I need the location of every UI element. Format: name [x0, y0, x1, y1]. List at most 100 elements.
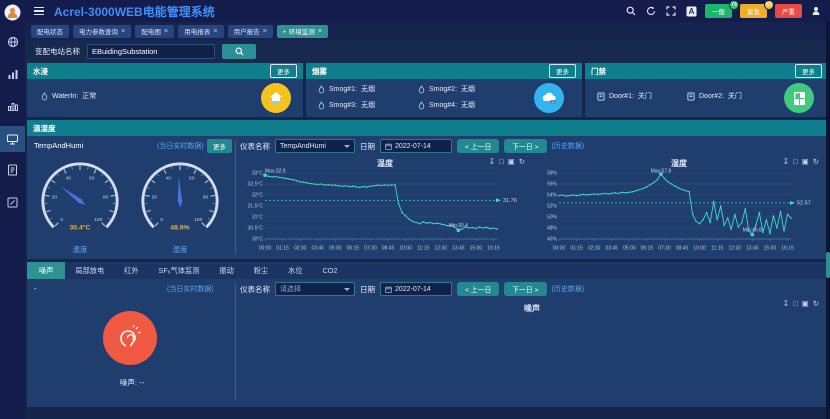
restore-icon[interactable]: □: [499, 157, 504, 166]
cloud-icon: [542, 92, 556, 104]
date-input[interactable]: 2022-07-14: [380, 139, 452, 153]
chart-toolbar: ↧ □ ▣ ↻: [783, 157, 819, 166]
alarm-general-button[interactable]: 一般 74: [705, 0, 739, 18]
history-data-link[interactable]: (历史数据): [551, 286, 585, 293]
tab-environment-monitor[interactable]: ● 环境监测 ×: [277, 24, 329, 38]
data-view-icon[interactable]: ▣: [801, 299, 809, 308]
edit-icon[interactable]: [0, 190, 25, 214]
svg-text:10:00: 10:00: [399, 246, 412, 252]
droplet-icon: [318, 100, 325, 109]
tab-water-level[interactable]: 水位: [288, 265, 303, 275]
svg-text:01:15: 01:15: [570, 246, 583, 252]
alarm-urgent-badge: 59: [763, 0, 774, 10]
bar-chart-icon[interactable]: [0, 62, 25, 86]
tab-infrared[interactable]: 红外: [124, 265, 139, 275]
svg-text:15:00: 15:00: [470, 246, 483, 252]
svg-text:60: 60: [189, 176, 195, 182]
history-data-link[interactable]: (历史数据): [551, 143, 585, 150]
svg-text:Max:32.9: Max:32.9: [265, 169, 286, 175]
svg-text:08:45: 08:45: [382, 246, 395, 252]
svg-text:58%: 58%: [547, 171, 558, 177]
svg-text:52.57: 52.57: [797, 201, 811, 207]
refresh-icon[interactable]: [645, 5, 657, 17]
humidity-gauge: 0 20 40 60 80 100 48.9%: [131, 156, 229, 247]
user-icon[interactable]: [810, 5, 822, 17]
menu-toggle-icon[interactable]: [34, 6, 44, 16]
tab-distribution-status[interactable]: 配电状态: [31, 24, 69, 38]
column-chart-icon[interactable]: [0, 94, 25, 118]
svg-text:05:00: 05:00: [329, 246, 342, 252]
prev-day-button[interactable]: < 上一日: [457, 139, 500, 153]
prev-day-button[interactable]: < 上一日: [457, 282, 500, 296]
close-icon[interactable]: ×: [262, 26, 268, 36]
globe-icon[interactable]: [0, 30, 25, 54]
tab-partial-discharge[interactable]: 局部放电: [75, 265, 105, 275]
tab-user-report[interactable]: 用户报告 ×: [227, 24, 274, 38]
alarm-urgent-button[interactable]: 紧急 59: [740, 0, 774, 18]
tab-distribution-diagram[interactable]: 配电图 ×: [135, 24, 175, 38]
scrollbar-thumb[interactable]: [826, 252, 830, 278]
tab-co2[interactable]: CO2: [322, 266, 338, 275]
svg-text:07:30: 07:30: [364, 246, 377, 252]
tab-noise[interactable]: 噪声: [27, 262, 66, 279]
tab-vibration[interactable]: 振动: [219, 265, 234, 275]
tab-dust[interactable]: 粉尘: [253, 265, 269, 275]
meter-select[interactable]: TempAndHumi: [275, 139, 355, 153]
next-day-button[interactable]: 下一日 >: [504, 139, 547, 153]
date-input[interactable]: 2022-07-14: [380, 282, 452, 296]
substation-name-input[interactable]: [87, 44, 215, 59]
water-sensor-icon: [261, 83, 291, 113]
svg-text:03:45: 03:45: [605, 246, 618, 252]
temperature-gauge: 0 20 40 60 80 100 30.4°C: [31, 156, 129, 247]
refresh-icon[interactable]: ↻: [812, 157, 819, 166]
document-icon[interactable]: [0, 158, 25, 182]
svg-text:16:15: 16:15: [781, 246, 794, 252]
water-panel: 水浸 更多 WaterIn: 正常: [27, 63, 303, 117]
data-view-icon[interactable]: ▣: [507, 157, 515, 166]
download-icon[interactable]: ↧: [488, 157, 496, 166]
door-more-button[interactable]: 更多: [795, 64, 822, 78]
tab-sf6-gas[interactable]: SF₆气体监测: [158, 265, 200, 275]
svg-text:100: 100: [194, 217, 202, 223]
humidity-chart: 58% 56% 54% 52% 50% 48% 46% 00:00 01:15 02:30 03:4…: [547, 169, 811, 252]
sidebar-item-environment-monitor[interactable]: [0, 126, 25, 152]
user-avatar[interactable]: [0, 0, 25, 24]
download-icon[interactable]: ↧: [782, 299, 790, 308]
close-icon[interactable]: ×: [121, 26, 126, 36]
chevron-down-icon: [344, 144, 350, 148]
realtime-note: (当日实时数据): [157, 143, 204, 150]
search-button[interactable]: [222, 44, 256, 59]
font-size-icon[interactable]: A: [685, 5, 697, 17]
close-icon[interactable]: ×: [317, 26, 323, 36]
meter-select[interactable]: 请选择: [275, 282, 355, 296]
download-icon[interactable]: ↧: [782, 157, 790, 166]
noise-sensor-icon: [103, 311, 157, 365]
svg-text:03:45: 03:45: [311, 246, 324, 252]
next-day-button[interactable]: 下一日 >: [504, 282, 547, 296]
data-view-icon[interactable]: ▣: [801, 157, 809, 166]
smoke-sensor-icon: [534, 83, 564, 113]
alarm-severe-button[interactable]: 严重: [775, 4, 802, 18]
search-icon[interactable]: [625, 5, 637, 17]
restore-icon[interactable]: □: [793, 157, 798, 166]
tab-power-params[interactable]: 电力参数查询 ×: [73, 24, 132, 38]
temp-humi-more-button[interactable]: 更多: [207, 139, 232, 153]
scrollbar[interactable]: [826, 22, 830, 419]
smoke-item: Smog#3: 无烟: [318, 100, 375, 110]
svg-text:06:15: 06:15: [347, 246, 360, 252]
svg-text:30°C: 30°C: [252, 237, 264, 243]
tab-energy-report[interactable]: 用电报表 ×: [178, 24, 224, 38]
water-more-button[interactable]: 更多: [270, 64, 297, 78]
smoke-more-button[interactable]: 更多: [549, 64, 576, 78]
refresh-icon[interactable]: ↻: [518, 157, 525, 166]
svg-text:30.4°C: 30.4°C: [70, 223, 91, 231]
topbar: Acrel-3000WEB电能管理系统 A 一般 74 紧急 59: [25, 0, 830, 22]
restore-icon[interactable]: □: [793, 299, 798, 308]
fullscreen-icon[interactable]: [665, 5, 677, 17]
close-icon[interactable]: ×: [213, 26, 218, 36]
svg-text:20: 20: [152, 195, 158, 201]
close-icon[interactable]: ×: [163, 26, 169, 36]
refresh-icon[interactable]: ↻: [812, 299, 819, 308]
svg-text:12:30: 12:30: [729, 246, 742, 252]
